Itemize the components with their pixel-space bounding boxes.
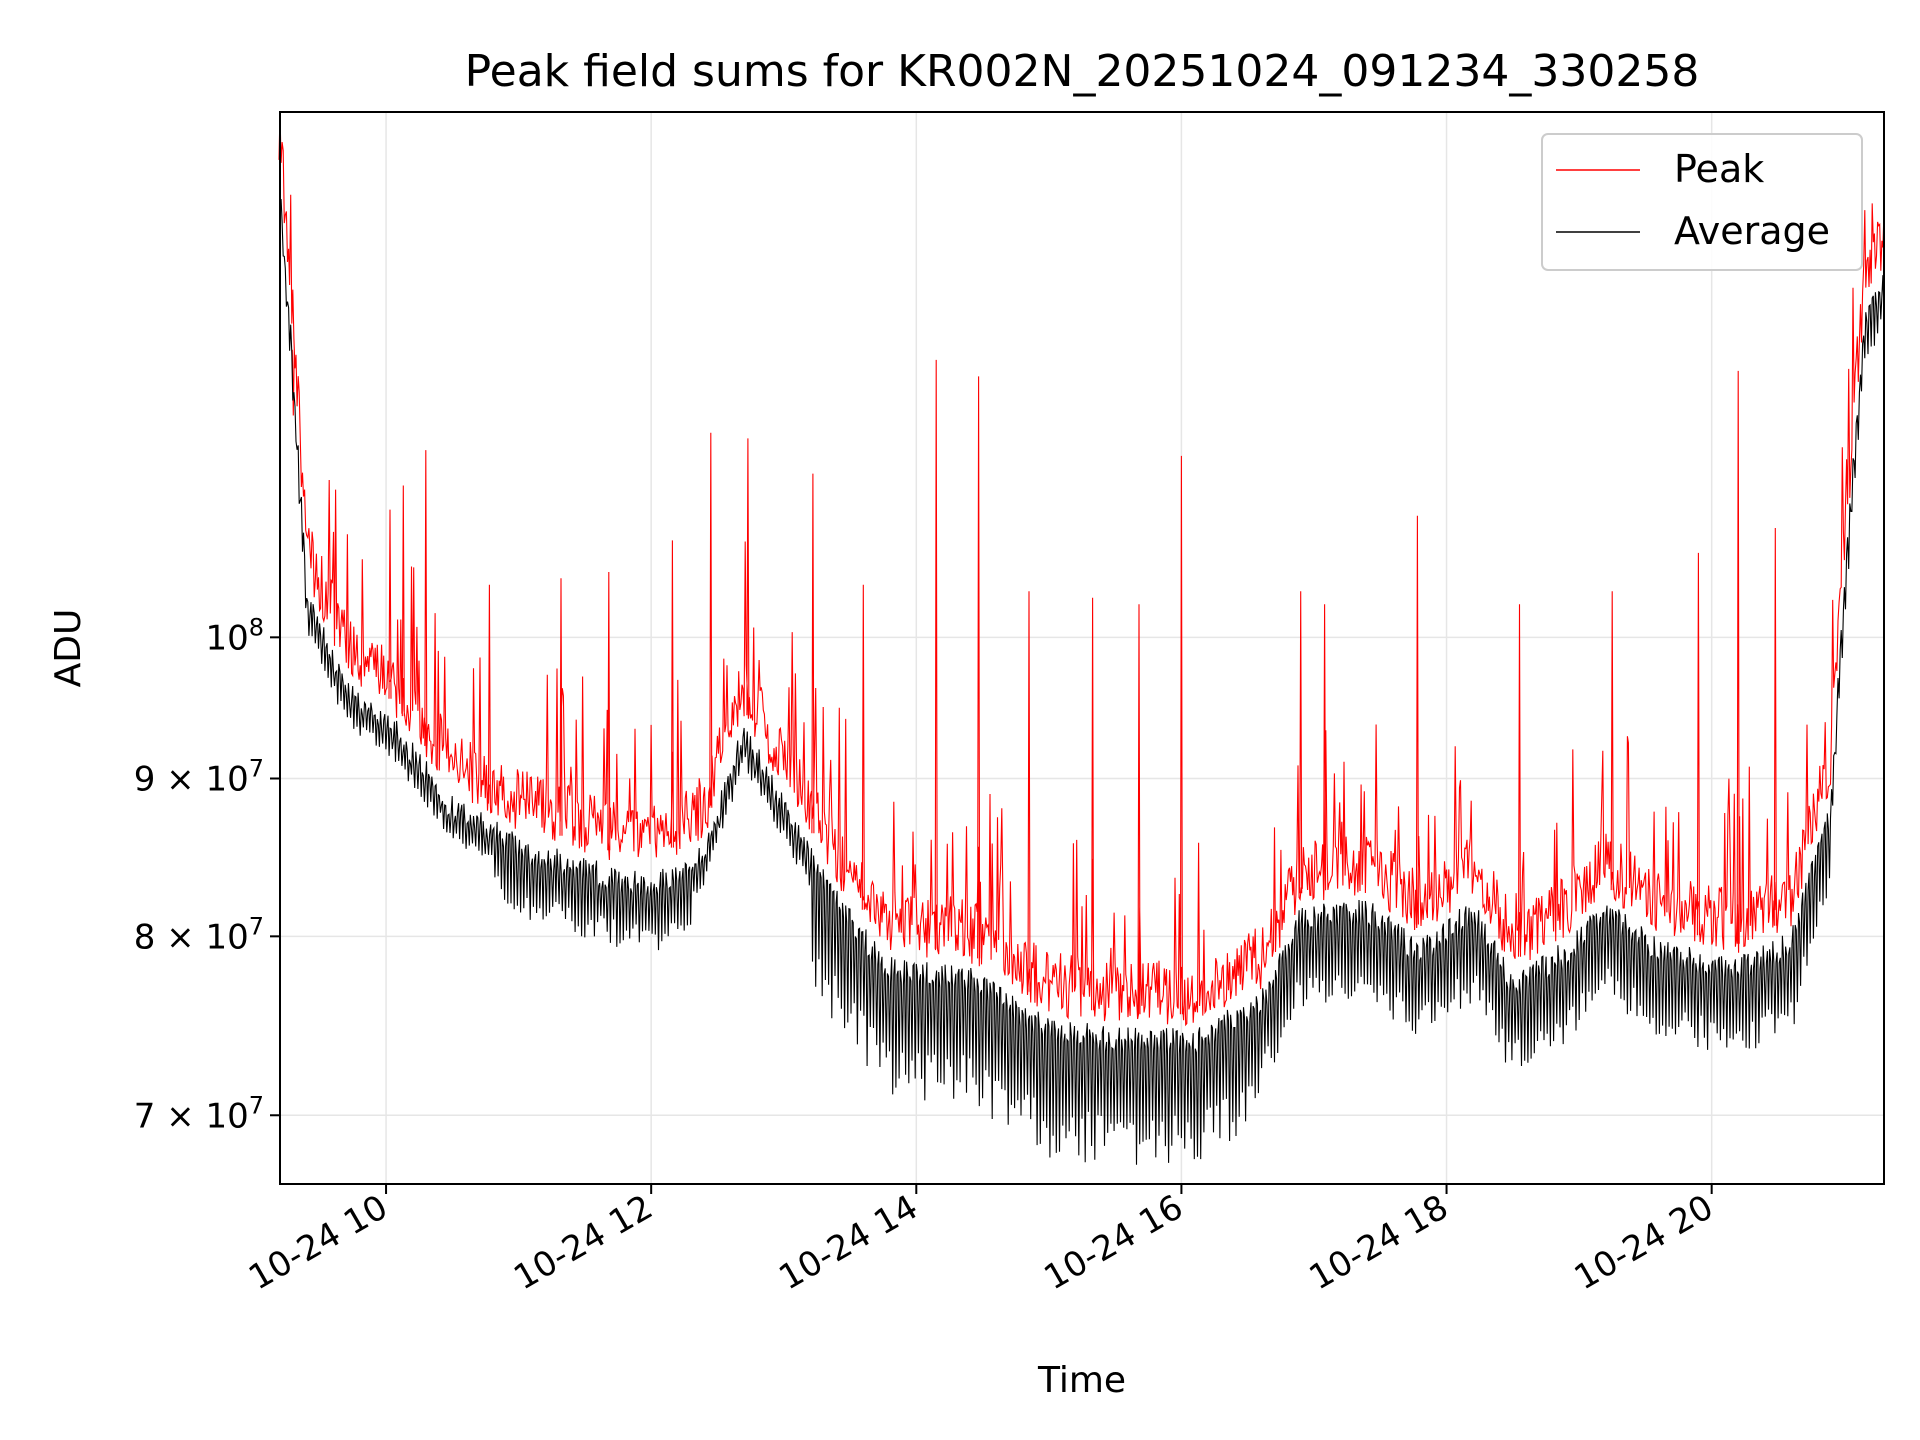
gridlines: [280, 112, 1884, 1184]
y-axis: 7 × 107 8 × 107 9 × 107 108: [134, 613, 280, 1136]
peak-series-line: [278, 111, 1885, 1027]
legend-average-label: Average: [1674, 209, 1830, 253]
y-tick-label: 9 × 107: [134, 755, 264, 800]
plot-frame: [279, 111, 1885, 1185]
y-tick-label: 7 × 107: [134, 1091, 264, 1136]
legend-box: [1541, 133, 1863, 271]
legend: Peak Average: [1541, 133, 1863, 271]
x-axis-label: Time: [1037, 1360, 1126, 1401]
y-tick-label: 8 × 107: [134, 912, 264, 957]
y-tick-label: 108: [205, 613, 264, 658]
chart-title: Peak field sums for KR002N_20251024_0912…: [465, 46, 1700, 97]
y-axis-label: ADU: [48, 609, 89, 688]
legend-peak-label: Peak: [1674, 147, 1764, 191]
series-layer: [278, 111, 1885, 1165]
average-series-line: [279, 199, 1885, 1165]
